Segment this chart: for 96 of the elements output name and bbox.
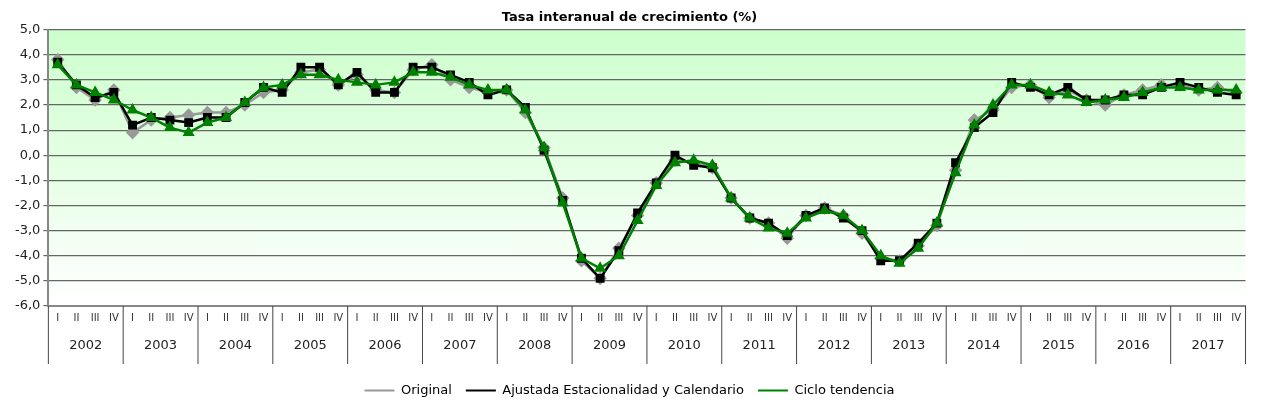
x-tick-label: III — [240, 311, 250, 323]
x-tick-label: III — [1213, 311, 1222, 323]
x-tick-label: III — [1063, 311, 1073, 323]
x-tick-label: II — [1120, 311, 1127, 323]
x-tick-label: II — [821, 311, 828, 323]
text: 2014 — [967, 337, 1001, 353]
y-tick-label: 0,0 — [19, 146, 41, 162]
x-tick-label: I — [1103, 311, 1107, 323]
x-tick-label: II — [297, 311, 304, 323]
text: 2012 — [817, 337, 851, 353]
x-tick-label: IV — [707, 311, 718, 323]
x-tick-label: I — [131, 311, 135, 323]
x-tick-label: III — [389, 311, 399, 323]
x-tick-label: I — [654, 311, 658, 323]
x-tick-label: IV — [782, 311, 793, 323]
y-tick-label: -6,0 — [14, 297, 41, 313]
x-tick-label: IV — [333, 311, 344, 323]
y-tick-label: 5,0 — [19, 20, 41, 36]
y-tick-label: 2,0 — [19, 96, 41, 112]
x-tick-label: IV — [557, 311, 568, 323]
text: 2013 — [892, 337, 926, 353]
x-tick-label: III — [988, 311, 998, 323]
x-tick-label: I — [879, 311, 883, 323]
x-tick-label: II — [148, 311, 155, 323]
x-tick-label: III — [913, 311, 923, 323]
x-tick-label: II — [73, 311, 80, 323]
text: 2004 — [218, 337, 252, 353]
x-tick-label: IV — [258, 311, 269, 323]
x-tick-label: III — [838, 311, 848, 323]
x-tick-label: IV — [1081, 311, 1092, 323]
text: 2003 — [144, 337, 178, 353]
x-tick-label: I — [355, 311, 359, 323]
legend-label: Ciclo tendencia — [794, 381, 895, 397]
x-tick-label: III — [614, 311, 624, 323]
x-tick-label: II — [447, 311, 454, 323]
y-tick-label: 3,0 — [19, 71, 41, 87]
x-tick-label: II — [597, 311, 604, 323]
x-tick-label: I — [430, 311, 434, 323]
x-tick-label: III — [689, 311, 699, 323]
x-tick-label: I — [280, 311, 284, 323]
x-tick-label: I — [729, 311, 733, 323]
x-tick-label: I — [205, 311, 209, 323]
x-tick-label: II — [746, 311, 753, 323]
x-tick-label: IV — [632, 311, 643, 323]
x-tick-label: I — [56, 311, 60, 323]
text: 2005 — [293, 337, 327, 353]
x-tick-label: III — [90, 311, 100, 323]
x-tick-label: II — [223, 311, 230, 323]
text: 2008 — [518, 337, 552, 353]
x-tick-label: IV — [1156, 311, 1167, 323]
x-tick-label: II — [372, 311, 379, 323]
x-tick-label: I — [954, 311, 958, 323]
y-tick-label: 1,0 — [19, 121, 41, 137]
x-tick-label: III — [764, 311, 773, 323]
x-tick-label: III — [165, 311, 175, 323]
y-tick-label: -1,0 — [14, 171, 41, 187]
x-tick-label: II — [1046, 311, 1053, 323]
x-tick-label: I — [804, 311, 808, 323]
x-tick-label: IV — [408, 311, 419, 323]
text: 2007 — [443, 337, 477, 353]
x-tick-label: II — [1195, 311, 1202, 323]
x-tick-label: IV — [1006, 311, 1017, 323]
x-tick-label: IV — [183, 311, 194, 323]
x-tick-label: II — [896, 311, 903, 323]
y-tick-label: -4,0 — [14, 247, 41, 263]
x-tick-label: IV — [931, 311, 942, 323]
x-tick-label: III — [539, 311, 549, 323]
legend-label: Original — [400, 381, 452, 397]
x-tick-label: III — [1138, 311, 1148, 323]
text: 2017 — [1191, 337, 1225, 353]
x-tick-label: IV — [483, 311, 493, 323]
y-tick-label: -5,0 — [14, 272, 41, 288]
x-tick-label: II — [672, 311, 678, 323]
chart-title: Tasa interanual de crecimiento (%) — [501, 9, 758, 25]
y-tick-label: -2,0 — [14, 196, 41, 212]
x-tick-label: IV — [1231, 311, 1242, 323]
x-tick-label: II — [522, 311, 529, 323]
text: 2006 — [368, 337, 402, 353]
text: 2016 — [1116, 337, 1150, 353]
text: 2009 — [592, 337, 627, 353]
text: 2010 — [667, 337, 701, 353]
x-tick-label: I — [1178, 311, 1182, 323]
x-tick-label: IV — [108, 311, 119, 323]
x-tick-label: III — [464, 311, 474, 323]
x-tick-label: I — [1028, 311, 1032, 323]
x-tick-label: III — [315, 311, 325, 323]
x-tick-label: I — [579, 311, 583, 323]
y-tick-label: -3,0 — [14, 221, 41, 237]
y-tick-label: 4,0 — [19, 46, 41, 62]
text: 2002 — [69, 337, 103, 353]
text: 2015 — [1041, 337, 1075, 353]
x-tick-label: I — [505, 311, 509, 323]
text: 2011 — [742, 337, 776, 353]
x-tick-label: IV — [857, 311, 868, 323]
x-tick-label: II — [971, 311, 978, 323]
legend-label: Ajustada Estacionalidad y Calendario — [502, 381, 744, 397]
